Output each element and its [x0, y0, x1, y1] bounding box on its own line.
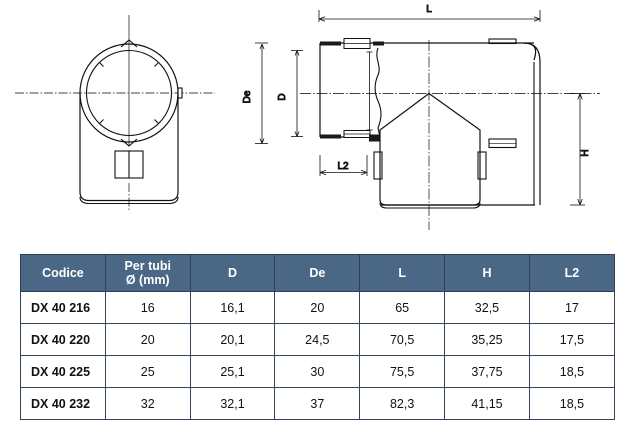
- svg-text:De: De: [242, 90, 253, 103]
- svg-text:D: D: [277, 93, 288, 100]
- svg-text:L: L: [426, 4, 432, 15]
- svg-text:H: H: [580, 149, 591, 156]
- svg-text:L2: L2: [337, 161, 349, 172]
